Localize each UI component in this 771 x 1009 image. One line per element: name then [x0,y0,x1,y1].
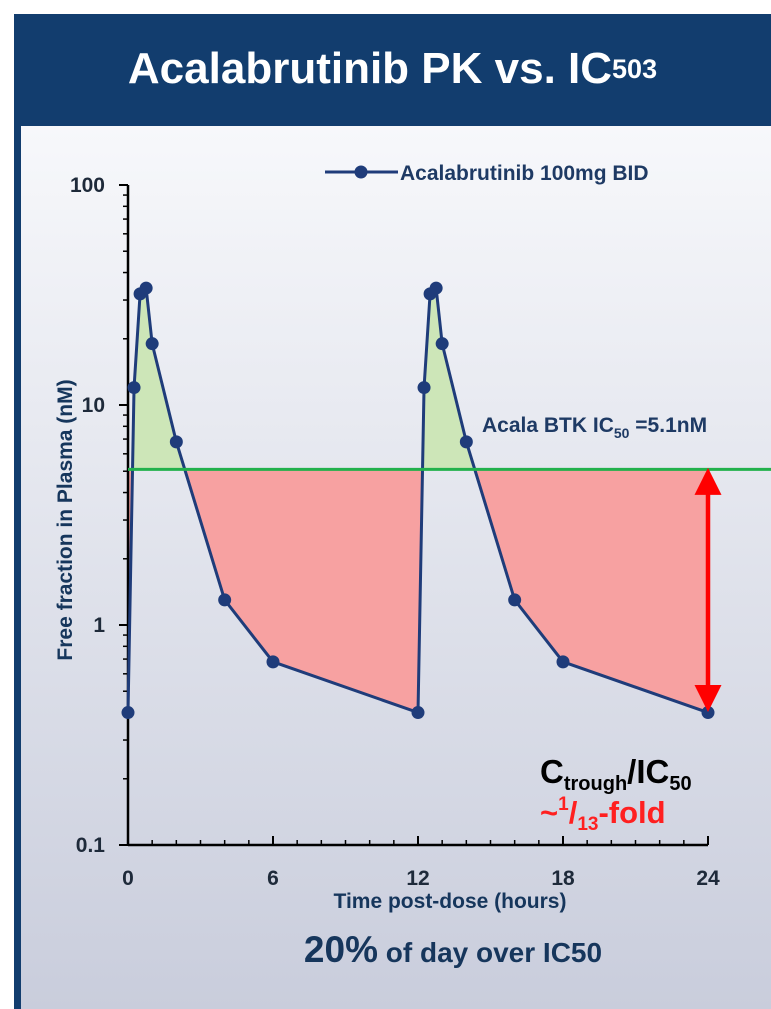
data-point [218,593,232,607]
left-border [14,14,21,1009]
fill-below-ic50-1 [184,469,423,713]
data-point [121,706,135,720]
legend-marker [354,165,368,179]
fold-annotation: ~1/13-fold [540,794,666,835]
ratio-trough: trough [564,773,627,795]
data-point [411,706,425,720]
x-tick-label: 0 [122,867,134,890]
fold-tilde: ~ [540,795,558,830]
data-point [435,337,449,351]
axes: 0.1 1 10 100 0 6 12 18 24 [70,174,720,890]
ratio-50: 50 [669,773,691,795]
title-superscript: 3 [642,53,658,84]
data-point [701,706,715,720]
ic50-label: Acala BTK IC50 =5.1nM [482,414,707,441]
fold-sub: 13 [577,814,598,835]
ratio-ic: /IC [627,753,669,790]
fold-slash: / [569,795,578,830]
series-layer [121,281,715,720]
ratio-annotation: Ctrough/IC50 [540,753,692,795]
y-tick-label: 10 [82,394,105,417]
y-axis-title: Free fraction in Plasma (nM) [54,379,77,660]
legend: Acalabrutinib 100mg BID [325,162,649,185]
x-tick-label: 24 [696,867,720,890]
ic50-label-sub: 50 [614,425,630,441]
y-tick-label: 0.1 [76,834,106,857]
header-bar [14,14,771,126]
x-tick-label: 12 [406,867,429,890]
legend-label: Acalabrutinib 100mg BID [400,162,649,185]
x-tick-label: 18 [551,867,575,890]
footer-rest: of day over IC50 [378,937,602,968]
data-point [459,435,473,449]
data-point [169,435,183,449]
footer-text: 20% of day over IC50 [304,929,602,970]
data-point [429,281,443,295]
x-tick-label: 6 [267,867,279,890]
data-point [145,337,159,351]
fold-suffix: -fold [598,795,665,830]
data-point [556,655,570,669]
data-point [127,381,141,395]
y-tick-label: 100 [70,174,105,197]
ic50-label-suffix: =5.1nM [629,414,707,437]
data-point [417,381,431,395]
data-point [508,593,522,607]
ratio-c: C [540,753,564,790]
x-axis-title: Time post-dose (hours) [334,890,567,913]
fold-sup: 1 [558,794,569,815]
data-point [139,281,153,295]
ic50-label-prefix: Acala BTK IC [482,414,614,437]
title-subscript: 50 [612,53,643,84]
data-point [266,655,280,669]
slide-title: Acalabrutinib PK vs. IC 50 3 [14,0,771,144]
fill-below-ic50-2 [474,469,708,713]
y-tick-label: 1 [93,614,105,637]
title-main: Acalabrutinib PK vs. IC [127,44,613,93]
footer-percent: 20% [304,929,378,970]
